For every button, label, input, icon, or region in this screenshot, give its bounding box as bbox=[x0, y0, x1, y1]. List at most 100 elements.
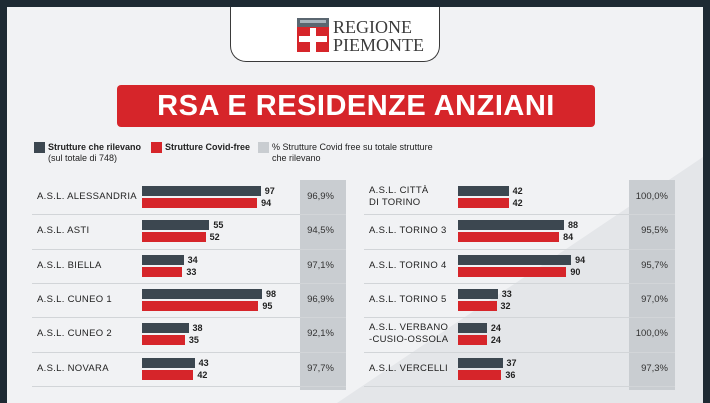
district-label: A.S.L. CITTÀ DI TORINO bbox=[369, 185, 429, 209]
value-label-rilevano: 98 bbox=[266, 289, 277, 300]
percent-label: 97,7% bbox=[307, 362, 334, 374]
value-label-covid-free: 90 bbox=[570, 266, 581, 277]
percent-label: 97,3% bbox=[641, 362, 668, 374]
district-label: A.S.L. CUNEO 1 bbox=[37, 294, 112, 306]
district-label: A.S.L. VERBANO -CUSIO-OSSOLA bbox=[369, 322, 449, 346]
bar-covid-free-left-2 bbox=[142, 232, 206, 243]
row-separator bbox=[364, 214, 675, 216]
value-label-covid-free: 36 bbox=[505, 369, 516, 380]
value-label-rilevano: 42 bbox=[512, 186, 523, 197]
percent-label: 96,9% bbox=[307, 294, 334, 306]
value-label-covid-free: 94 bbox=[261, 198, 272, 209]
bar-covid-free-right-6 bbox=[458, 369, 502, 380]
district-label: A.S.L. CUNEO 2 bbox=[37, 328, 112, 340]
row-separator bbox=[32, 317, 346, 319]
bar-rilevano-right-1 bbox=[458, 186, 509, 197]
percent-column-left bbox=[300, 180, 346, 390]
district-label: A.S.L. NOVARA bbox=[37, 362, 109, 374]
district-label: A.S.L. ASTI bbox=[37, 225, 90, 237]
legend-label-percent: % Strutture Covid free su totale struttu… bbox=[272, 142, 433, 163]
row-separator bbox=[364, 317, 675, 319]
piemonte-crest-icon bbox=[297, 18, 329, 52]
value-label-covid-free: 95 bbox=[262, 301, 273, 312]
bar-covid-free-left-4 bbox=[142, 301, 259, 312]
value-label-rilevano: 38 bbox=[192, 323, 203, 334]
district-label: A.S.L. TORINO 5 bbox=[369, 294, 447, 306]
percent-label: 92,1% bbox=[307, 328, 334, 340]
value-label-rilevano: 88 bbox=[567, 220, 578, 231]
district-label: A.S.L. BIELLA bbox=[37, 259, 102, 271]
bar-covid-free-right-1 bbox=[458, 198, 509, 209]
percent-label: 100,0% bbox=[635, 328, 668, 340]
bar-rilevano-left-6 bbox=[142, 357, 195, 368]
value-label-rilevano: 94 bbox=[575, 254, 586, 265]
value-label-rilevano: 97 bbox=[264, 186, 275, 197]
percent-column-right bbox=[629, 180, 675, 390]
bar-rilevano-left-3 bbox=[142, 254, 184, 265]
logo-text-regione: REGIONE bbox=[333, 17, 412, 37]
bar-rilevano-right-5 bbox=[458, 323, 487, 334]
value-label-covid-free: 35 bbox=[188, 335, 199, 346]
district-label: A.S.L. TORINO 3 bbox=[369, 225, 447, 237]
row-separator bbox=[364, 282, 675, 284]
value-label-covid-free: 52 bbox=[209, 232, 220, 243]
infographic-card: REGIONE PIEMONTE RSA E RESIDENZE ANZIANI… bbox=[7, 7, 703, 403]
district-label: A.S.L. VERCELLI bbox=[369, 362, 448, 374]
bar-covid-free-right-2 bbox=[458, 232, 560, 243]
value-label-covid-free: 32 bbox=[500, 301, 511, 312]
value-label-rilevano: 43 bbox=[198, 357, 209, 368]
background-diagonal bbox=[337, 157, 703, 403]
bar-rilevano-right-4 bbox=[458, 289, 498, 300]
bar-rilevano-right-3 bbox=[458, 254, 572, 265]
percent-label: 95,7% bbox=[641, 259, 668, 271]
row-separator bbox=[364, 351, 675, 353]
legend-label-rilevano: Strutture che rilevano bbox=[48, 142, 142, 152]
legend-note-rilevano: (sul totale di 748) bbox=[48, 153, 118, 163]
legend-swatch-percent bbox=[258, 142, 269, 153]
logo-box: REGIONE PIEMONTE bbox=[230, 7, 440, 62]
row-separator bbox=[32, 351, 346, 353]
percent-label: 97,1% bbox=[307, 259, 334, 271]
percent-label: 97,0% bbox=[641, 294, 668, 306]
value-label-rilevano: 55 bbox=[213, 220, 224, 231]
bar-covid-free-left-1 bbox=[142, 198, 258, 209]
page-title: RSA E RESIDENZE ANZIANI bbox=[117, 85, 595, 127]
bar-covid-free-right-5 bbox=[458, 335, 487, 346]
legend-swatch-covid-free bbox=[151, 142, 162, 153]
row-separator bbox=[32, 385, 346, 387]
value-label-covid-free: 24 bbox=[490, 335, 501, 346]
bar-rilevano-left-1 bbox=[142, 186, 261, 197]
legend-swatch-rilevano bbox=[34, 142, 45, 153]
value-label-rilevano: 34 bbox=[187, 254, 198, 265]
bar-covid-free-left-3 bbox=[142, 266, 183, 277]
percent-label: 100,0% bbox=[635, 191, 668, 203]
district-label: A.S.L. TORINO 4 bbox=[369, 259, 447, 271]
percent-label: 96,9% bbox=[307, 191, 334, 203]
row-separator bbox=[32, 214, 346, 216]
row-separator bbox=[364, 385, 675, 387]
row-separator bbox=[32, 248, 346, 250]
bar-covid-free-left-6 bbox=[142, 369, 194, 380]
value-label-rilevano: 37 bbox=[506, 357, 517, 368]
legend-label-covid-free: Strutture Covid-free bbox=[165, 142, 251, 152]
legend-item-covid-free: Strutture Covid-free bbox=[165, 142, 250, 153]
bar-rilevano-left-2 bbox=[142, 220, 210, 231]
bar-rilevano-right-6 bbox=[458, 357, 503, 368]
value-label-covid-free: 42 bbox=[512, 198, 523, 209]
value-label-rilevano: 33 bbox=[501, 289, 512, 300]
bar-covid-free-right-3 bbox=[458, 266, 567, 277]
percent-label: 94,5% bbox=[307, 225, 334, 237]
bar-rilevano-left-5 bbox=[142, 323, 189, 334]
value-label-covid-free: 42 bbox=[197, 369, 208, 380]
value-label-covid-free: 84 bbox=[563, 232, 574, 243]
logo-text-piemonte: PIEMONTE bbox=[333, 35, 424, 55]
value-label-covid-free: 33 bbox=[186, 266, 197, 277]
bar-covid-free-right-4 bbox=[458, 301, 497, 312]
row-separator bbox=[32, 282, 346, 284]
row-separator bbox=[364, 248, 675, 250]
bar-covid-free-left-5 bbox=[142, 335, 185, 346]
value-label-rilevano: 24 bbox=[490, 323, 501, 334]
bar-rilevano-left-4 bbox=[142, 289, 262, 300]
legend-item-rilevano: Strutture che rilevano (sul totale di 74… bbox=[48, 142, 141, 164]
